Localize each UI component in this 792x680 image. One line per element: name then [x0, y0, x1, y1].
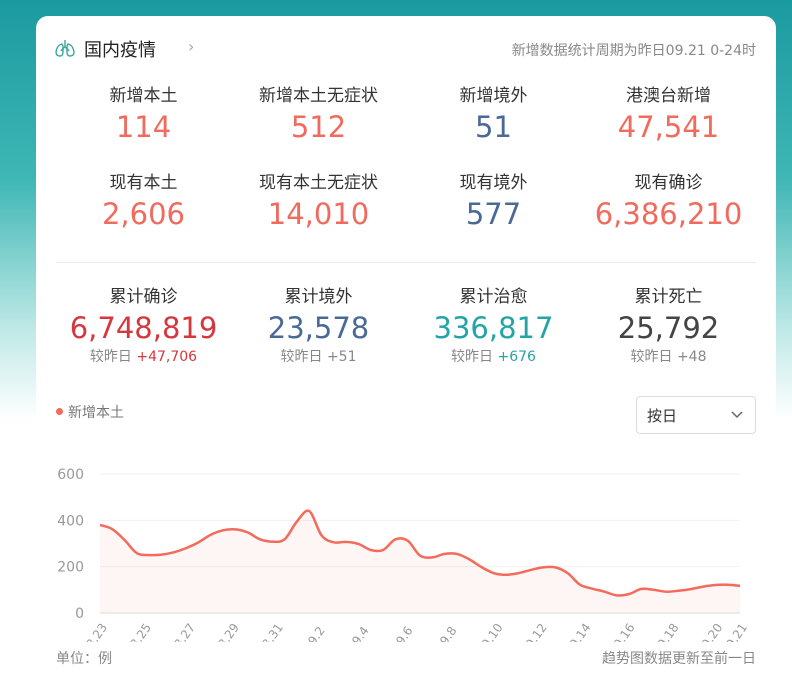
stat-value: 577 — [465, 197, 522, 231]
x-tick-label: 8.29 — [215, 621, 242, 642]
stat-value: 336,817 — [433, 311, 554, 345]
x-tick-label: 8.23 — [83, 621, 110, 642]
stat-compare: 较昨日 +676 — [406, 347, 581, 367]
update-note: 趋势图数据更新至前一日 — [602, 651, 756, 667]
series-line — [99, 509, 741, 597]
x-tick-label: 9.4 — [349, 624, 371, 642]
x-tick-label: 9.6 — [393, 624, 415, 642]
compare-label: 较昨日 — [280, 349, 323, 365]
x-tick-label: 9.2 — [305, 624, 327, 642]
compare-label: 较昨日 — [630, 349, 673, 365]
stat-total-confirmed: 累计确诊 6,748,819 较昨日 +47,706 — [56, 285, 231, 367]
x-tick-label: 9.21 — [723, 621, 750, 642]
compare-value: +676 — [497, 349, 536, 365]
page-title[interactable]: 国内疫情 — [84, 40, 156, 61]
y-tick-label: 0 — [75, 606, 84, 622]
compare-value: +48 — [676, 349, 707, 365]
series-area — [100, 510, 740, 613]
x-tick-label: 9.10 — [479, 621, 506, 642]
stat-label: 现有本土 — [109, 173, 178, 193]
x-tick-label: 9.20 — [699, 621, 726, 642]
x-tick-label: 9.18 — [655, 621, 682, 642]
unit-label: 单位：例 — [56, 651, 112, 667]
legend-label: 新增本土 — [68, 405, 124, 421]
stat-label: 累计死亡 — [634, 287, 703, 307]
period-select[interactable]: 按日 — [636, 396, 756, 434]
lungs-icon — [55, 40, 75, 57]
stat-label: 新增本土无症状 — [259, 86, 378, 106]
x-tick-label: 9.14 — [567, 621, 594, 642]
stat-label: 新增本土 — [109, 86, 178, 106]
stat-value: 114 — [115, 110, 172, 144]
y-tick-label: 600 — [57, 467, 84, 483]
chevron-down-icon — [731, 411, 743, 419]
stat-value: 6,386,210 — [594, 197, 743, 231]
stat-compare: 较昨日 +47,706 — [56, 347, 231, 367]
stat-value: 25,792 — [617, 311, 720, 345]
stat-current-local: 现有本土 2,606 — [56, 171, 231, 233]
card-header: 国内疫情 › 新增数据统计周期为昨日09.21 0-24时 — [54, 36, 756, 61]
stat-value: 47,541 — [617, 110, 720, 144]
domestic-epidemic-card: 国内疫情 › 新增数据统计周期为昨日09.21 0-24时 新增本土 114 新… — [36, 16, 776, 680]
stat-label: 现有境外 — [459, 173, 528, 193]
compare-value: +51 — [326, 349, 357, 365]
compare-label: 较昨日 — [451, 349, 494, 365]
compare-label: 较昨日 — [89, 349, 132, 365]
y-tick-label: 200 — [57, 560, 84, 576]
stat-total-imported: 累计境外 23,578 较昨日 +51 — [231, 285, 406, 367]
x-tick-label: 9.12 — [523, 621, 550, 642]
stat-label: 累计治愈 — [459, 287, 528, 307]
legend-dot — [56, 408, 63, 415]
compare-value: +47,706 — [136, 349, 198, 365]
stat-value: 6,748,819 — [69, 311, 218, 345]
x-tick-label: 8.31 — [259, 621, 286, 642]
stats-period-note: 新增数据统计周期为昨日09.21 0-24时 — [511, 43, 756, 59]
y-tick-label: 400 — [57, 513, 84, 529]
chevron-right-icon[interactable]: › — [188, 37, 195, 56]
trend-chart: 600 400 200 08.23 8.25 8.27 8.29 8.31 9.2 9.4 9.6 9… — [57, 467, 750, 642]
stat-current-imported: 现有境外 577 — [406, 171, 581, 233]
stat-value: 512 — [290, 110, 347, 144]
chart-legend[interactable]: 新增本土 — [56, 402, 124, 422]
x-tick-label: 8.25 — [127, 621, 154, 642]
stat-new-hk-macau-taiwan: 港澳台新增 47,541 — [581, 84, 756, 146]
x-tick-label: 9.8 — [437, 624, 459, 642]
stat-value: 14,010 — [267, 197, 370, 231]
stat-label: 现有确诊 — [634, 173, 703, 193]
period-select-value: 按日 — [647, 407, 678, 425]
stat-value: 2,606 — [101, 197, 186, 231]
stat-label: 新增境外 — [459, 86, 528, 106]
stat-label: 现有本土无症状 — [259, 173, 378, 193]
stat-new-local: 新增本土 114 — [56, 84, 231, 146]
stat-new-local-asymptomatic: 新增本土无症状 512 — [231, 84, 406, 146]
stat-new-imported: 新增境外 51 — [406, 84, 581, 146]
stat-current-local-asymptomatic: 现有本土无症状 14,010 — [231, 171, 406, 233]
stat-total-recovered: 累计治愈 336,817 较昨日 +676 — [406, 285, 581, 367]
stat-label: 港澳台新增 — [626, 86, 711, 106]
stat-label: 累计确诊 — [109, 287, 178, 307]
stat-value: 23,578 — [267, 311, 370, 345]
stat-value: 51 — [475, 110, 512, 144]
stat-current-confirmed: 现有确诊 6,386,210 — [581, 171, 756, 233]
stat-compare: 较昨日 +51 — [231, 347, 406, 367]
x-tick-label: 8.27 — [171, 621, 198, 642]
stat-total-deaths: 累计死亡 25,792 较昨日 +48 — [581, 285, 756, 367]
stat-compare: 较昨日 +48 — [581, 347, 756, 367]
divider — [56, 262, 756, 263]
x-tick-label: 9.16 — [611, 621, 638, 642]
stat-label: 累计境外 — [284, 287, 353, 307]
